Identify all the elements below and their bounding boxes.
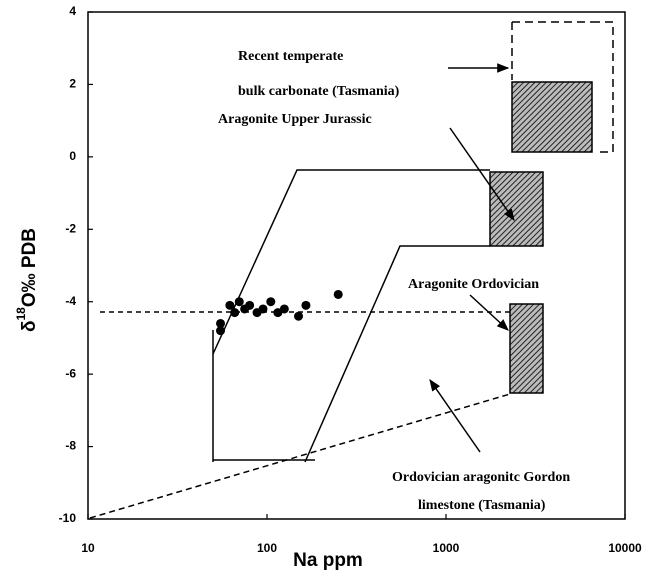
- data-point: [225, 300, 235, 310]
- data-point: [333, 289, 343, 299]
- data-point: [245, 300, 255, 310]
- data-point: [294, 311, 304, 321]
- regions: [89, 21, 614, 519]
- y-tick-label: -10: [59, 511, 77, 525]
- data-point: [216, 318, 226, 328]
- data-point: [234, 297, 244, 307]
- y-tick-label: -6: [65, 366, 76, 380]
- x-tick-label: 1000: [433, 541, 460, 555]
- y-tick-label: -8: [65, 439, 76, 453]
- x-tick-label: 10000: [608, 541, 642, 555]
- y-label-part: O‰ PDB: [19, 228, 40, 307]
- y-tick-label: 4: [69, 4, 76, 18]
- y-tick-label: -4: [65, 294, 76, 308]
- data-point: [266, 297, 276, 307]
- y-label-part: δ: [19, 321, 40, 333]
- x-axis-label: Na ppm: [293, 550, 363, 571]
- annotation: Aragonite Ordovician: [408, 277, 539, 292]
- x-tick-label: 10: [81, 541, 95, 555]
- y-tick-label: 2: [69, 77, 76, 91]
- y-label-part: 18: [14, 307, 28, 321]
- data-point: [216, 326, 226, 336]
- data-point: [301, 300, 311, 310]
- data-point: [258, 304, 268, 314]
- annotation: bulk carbonate (Tasmania): [238, 84, 400, 99]
- data-point: [230, 308, 240, 318]
- annotation: Recent temperate: [238, 49, 343, 64]
- plot-frame: [87, 11, 626, 520]
- y-tick-label: -2: [65, 221, 76, 235]
- data-point: [279, 304, 289, 314]
- annotation: Ordovician aragonitc Gordon: [392, 470, 570, 485]
- y-axis-label: δ18O‰ PDB: [14, 228, 40, 332]
- annotation: limestone (Tasmania): [418, 498, 546, 513]
- annotation: Aragonite Upper Jurassic: [218, 112, 372, 127]
- y-tick-label: 0: [69, 149, 76, 163]
- x-tick-label: 100: [257, 541, 277, 555]
